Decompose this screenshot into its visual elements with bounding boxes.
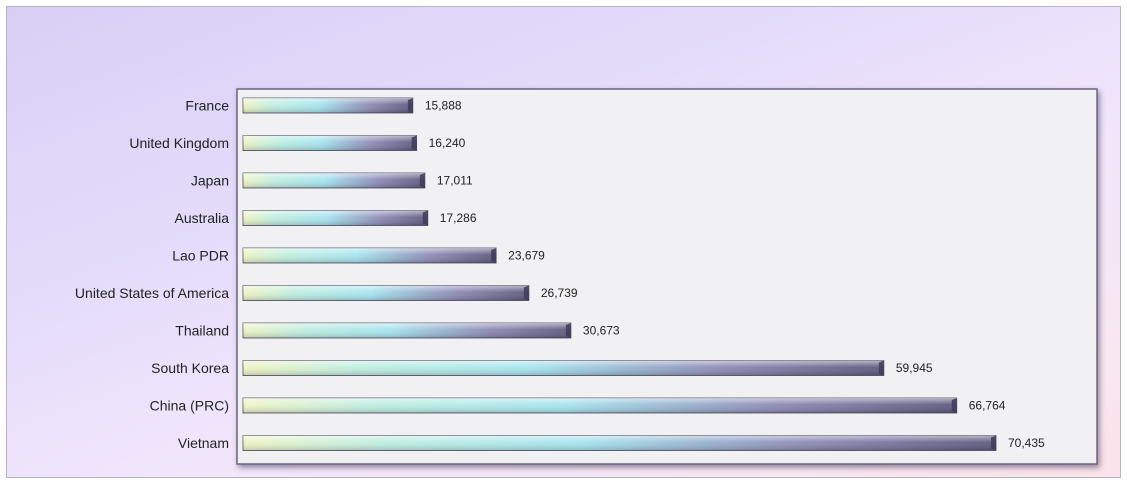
category-label-lao-pdr: Lao PDR (172, 248, 229, 264)
bar-united-kingdom (242, 135, 418, 151)
bar-thailand (242, 322, 572, 339)
value-label-china-prc: 66,764 (969, 399, 1006, 413)
category-label-south-korea: South Korea (151, 360, 229, 376)
category-label-thailand: Thailand (175, 323, 229, 339)
category-label-united-kingdom: United Kingdom (129, 135, 229, 151)
bar-lao-pdr (242, 247, 497, 264)
bar-chart: France 15,888 United Kingdom 16,240 Japan 17,… (75, 88, 1098, 465)
value-label-united-states-of-america: 26,739 (541, 286, 578, 300)
category-label-china-prc: China (PRC) (150, 398, 229, 414)
value-label-vietnam: 70,435 (1008, 436, 1045, 450)
category-label-united-states-of-america: United States of America (75, 285, 229, 301)
bar-france (242, 97, 414, 114)
value-label-united-kingdom: 16,240 (429, 136, 466, 150)
value-label-france: 15,888 (425, 99, 462, 113)
bars-layer (242, 97, 997, 451)
bar-japan (242, 172, 426, 189)
value-label-japan: 17,011 (437, 174, 473, 188)
bar-china-prc (242, 397, 958, 414)
chart-frame: France 15,888 United Kingdom 16,240 Japan 17,… (6, 6, 1121, 478)
category-label-france: France (185, 98, 229, 114)
labels-layer: France 15,888 United Kingdom 16,240 Japan 17,… (75, 98, 1045, 452)
bar-vietnam (242, 435, 997, 451)
value-label-thailand: 30,673 (583, 324, 620, 338)
value-label-australia: 17,286 (440, 211, 477, 225)
category-label-japan: Japan (191, 173, 229, 189)
value-label-south-korea: 59,945 (896, 361, 933, 375)
bar-south-korea (242, 360, 885, 376)
value-label-lao-pdr: 23,679 (508, 249, 545, 263)
bar-australia (242, 210, 429, 226)
bar-united-states-of-america (242, 285, 530, 301)
category-label-vietnam: Vietnam (178, 435, 229, 451)
category-label-australia: Australia (175, 210, 230, 226)
